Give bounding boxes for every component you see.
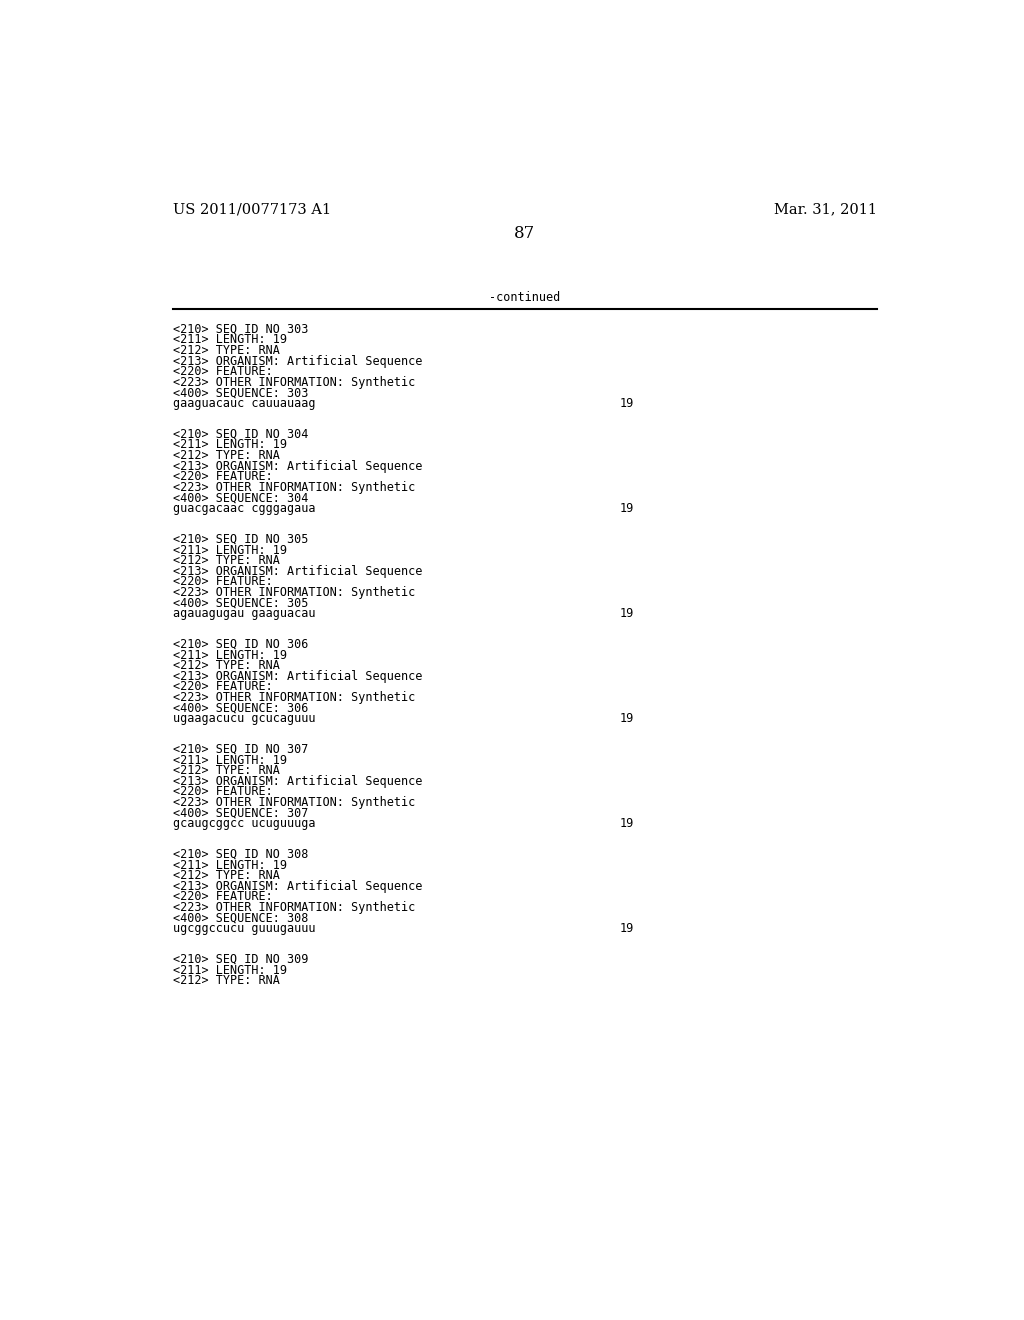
- Text: <212> TYPE: RNA: <212> TYPE: RNA: [173, 659, 280, 672]
- Text: <220> FEATURE:: <220> FEATURE:: [173, 366, 272, 379]
- Text: <213> ORGANISM: Artificial Sequence: <213> ORGANISM: Artificial Sequence: [173, 669, 422, 682]
- Text: <211> LENGTH: 19: <211> LENGTH: 19: [173, 754, 287, 767]
- Text: <211> LENGTH: 19: <211> LENGTH: 19: [173, 334, 287, 346]
- Text: <400> SEQUENCE: 304: <400> SEQUENCE: 304: [173, 491, 308, 504]
- Text: <220> FEATURE:: <220> FEATURE:: [173, 785, 272, 799]
- Text: <213> ORGANISM: Artificial Sequence: <213> ORGANISM: Artificial Sequence: [173, 880, 422, 892]
- Text: <210> SEQ ID NO 304: <210> SEQ ID NO 304: [173, 428, 308, 441]
- Text: <213> ORGANISM: Artificial Sequence: <213> ORGANISM: Artificial Sequence: [173, 565, 422, 578]
- Text: <223> OTHER INFORMATION: Synthetic: <223> OTHER INFORMATION: Synthetic: [173, 480, 415, 494]
- Text: 19: 19: [621, 502, 635, 515]
- Text: ugaagacucu gcucaguuu: ugaagacucu gcucaguuu: [173, 713, 315, 725]
- Text: <210> SEQ ID NO 307: <210> SEQ ID NO 307: [173, 743, 308, 756]
- Text: <212> TYPE: RNA: <212> TYPE: RNA: [173, 764, 280, 777]
- Text: guacgacaac cgggagaua: guacgacaac cgggagaua: [173, 502, 315, 515]
- Text: <210> SEQ ID NO 309: <210> SEQ ID NO 309: [173, 953, 308, 966]
- Text: <213> ORGANISM: Artificial Sequence: <213> ORGANISM: Artificial Sequence: [173, 459, 422, 473]
- Text: 87: 87: [514, 226, 536, 243]
- Text: 19: 19: [621, 397, 635, 411]
- Text: <210> SEQ ID NO 306: <210> SEQ ID NO 306: [173, 638, 308, 651]
- Text: <400> SEQUENCE: 305: <400> SEQUENCE: 305: [173, 597, 308, 610]
- Text: <400> SEQUENCE: 303: <400> SEQUENCE: 303: [173, 387, 308, 400]
- Text: 19: 19: [621, 923, 635, 936]
- Text: <223> OTHER INFORMATION: Synthetic: <223> OTHER INFORMATION: Synthetic: [173, 376, 415, 389]
- Text: <220> FEATURE:: <220> FEATURE:: [173, 891, 272, 903]
- Text: 19: 19: [621, 713, 635, 725]
- Text: Mar. 31, 2011: Mar. 31, 2011: [774, 202, 877, 216]
- Text: -continued: -continued: [489, 292, 560, 305]
- Text: 19: 19: [621, 607, 635, 620]
- Text: <211> LENGTH: 19: <211> LENGTH: 19: [173, 544, 287, 557]
- Text: <211> LENGTH: 19: <211> LENGTH: 19: [173, 858, 287, 871]
- Text: <212> TYPE: RNA: <212> TYPE: RNA: [173, 449, 280, 462]
- Text: <400> SEQUENCE: 306: <400> SEQUENCE: 306: [173, 702, 308, 714]
- Text: <212> TYPE: RNA: <212> TYPE: RNA: [173, 974, 280, 987]
- Text: <223> OTHER INFORMATION: Synthetic: <223> OTHER INFORMATION: Synthetic: [173, 796, 415, 809]
- Text: gcaugcggcc ucuguuuga: gcaugcggcc ucuguuuga: [173, 817, 315, 830]
- Text: <220> FEATURE:: <220> FEATURE:: [173, 470, 272, 483]
- Text: <212> TYPE: RNA: <212> TYPE: RNA: [173, 870, 280, 882]
- Text: <211> LENGTH: 19: <211> LENGTH: 19: [173, 438, 287, 451]
- Text: US 2011/0077173 A1: US 2011/0077173 A1: [173, 202, 331, 216]
- Text: <213> ORGANISM: Artificial Sequence: <213> ORGANISM: Artificial Sequence: [173, 775, 422, 788]
- Text: <400> SEQUENCE: 307: <400> SEQUENCE: 307: [173, 807, 308, 820]
- Text: ugcggccucu guuugauuu: ugcggccucu guuugauuu: [173, 923, 315, 936]
- Text: <213> ORGANISM: Artificial Sequence: <213> ORGANISM: Artificial Sequence: [173, 355, 422, 368]
- Text: <223> OTHER INFORMATION: Synthetic: <223> OTHER INFORMATION: Synthetic: [173, 586, 415, 599]
- Text: <400> SEQUENCE: 308: <400> SEQUENCE: 308: [173, 912, 308, 925]
- Text: <211> LENGTH: 19: <211> LENGTH: 19: [173, 648, 287, 661]
- Text: <212> TYPE: RNA: <212> TYPE: RNA: [173, 554, 280, 568]
- Text: <210> SEQ ID NO 308: <210> SEQ ID NO 308: [173, 847, 308, 861]
- Text: <210> SEQ ID NO 305: <210> SEQ ID NO 305: [173, 533, 308, 546]
- Text: agauagugau gaaguacau: agauagugau gaaguacau: [173, 607, 315, 620]
- Text: 19: 19: [621, 817, 635, 830]
- Text: <220> FEATURE:: <220> FEATURE:: [173, 576, 272, 589]
- Text: <223> OTHER INFORMATION: Synthetic: <223> OTHER INFORMATION: Synthetic: [173, 692, 415, 704]
- Text: gaaguacauc cauuauaag: gaaguacauc cauuauaag: [173, 397, 315, 411]
- Text: <223> OTHER INFORMATION: Synthetic: <223> OTHER INFORMATION: Synthetic: [173, 902, 415, 915]
- Text: <212> TYPE: RNA: <212> TYPE: RNA: [173, 345, 280, 358]
- Text: <210> SEQ ID NO 303: <210> SEQ ID NO 303: [173, 323, 308, 335]
- Text: <211> LENGTH: 19: <211> LENGTH: 19: [173, 964, 287, 977]
- Text: <220> FEATURE:: <220> FEATURE:: [173, 680, 272, 693]
